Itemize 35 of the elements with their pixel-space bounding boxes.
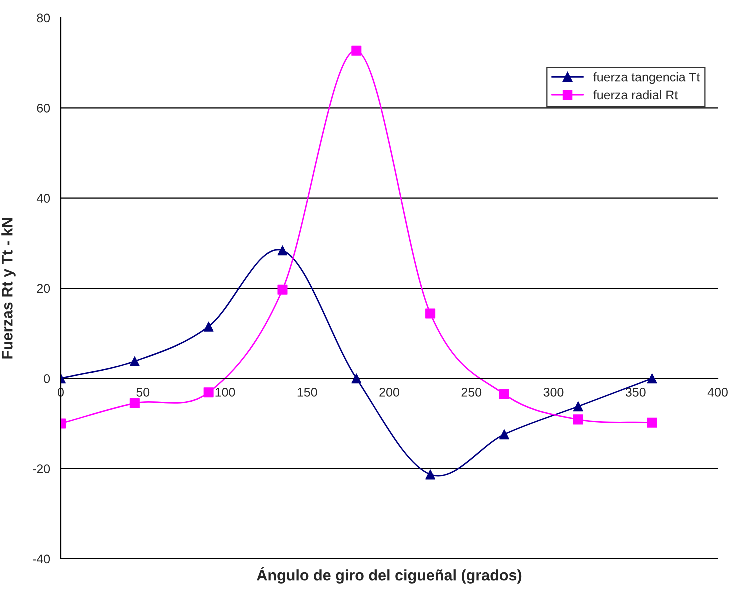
- point: [426, 308, 436, 319]
- point: [647, 418, 658, 428]
- point: [204, 322, 214, 332]
- y-tick-label: 80: [37, 14, 50, 23]
- y-tick-label: 0: [44, 374, 50, 384]
- x-tick-label: 300: [544, 388, 564, 397]
- x-tick-label: 400: [708, 388, 728, 397]
- point: [573, 414, 584, 425]
- y-tick-label: 40: [36, 194, 50, 203]
- point: [352, 46, 362, 56]
- point: [647, 374, 658, 384]
- y-tick-label: -20: [33, 464, 50, 474]
- x-tick-label: 200: [380, 388, 400, 397]
- x-tick-label: 150: [298, 388, 318, 397]
- point: [278, 284, 288, 295]
- x-axis-title: Ángulo de giro del cigueñal (grados): [257, 567, 522, 584]
- point: [352, 374, 362, 384]
- point: [499, 430, 510, 440]
- y-tick-label: 60: [37, 104, 50, 113]
- point: [204, 388, 214, 398]
- legend-label: fuerza radial Rt: [594, 90, 678, 100]
- x-tick-label: 250: [462, 388, 482, 397]
- x-tick-label: 100: [216, 388, 236, 397]
- point: [426, 470, 436, 480]
- legend-label: fuerza tangencia Tt: [594, 72, 700, 84]
- point: [130, 356, 140, 367]
- x-tick-label: 50: [136, 388, 150, 397]
- point: [573, 402, 584, 412]
- y-tick-label: -40: [33, 554, 50, 564]
- point: [130, 398, 140, 408]
- point: [499, 389, 510, 400]
- point: [278, 246, 288, 256]
- y-tick-label: 20: [37, 284, 50, 294]
- x-tick-label: 350: [626, 388, 646, 397]
- y-axis-title: Fuerzas Rt y Tt - kN: [2, 218, 16, 359]
